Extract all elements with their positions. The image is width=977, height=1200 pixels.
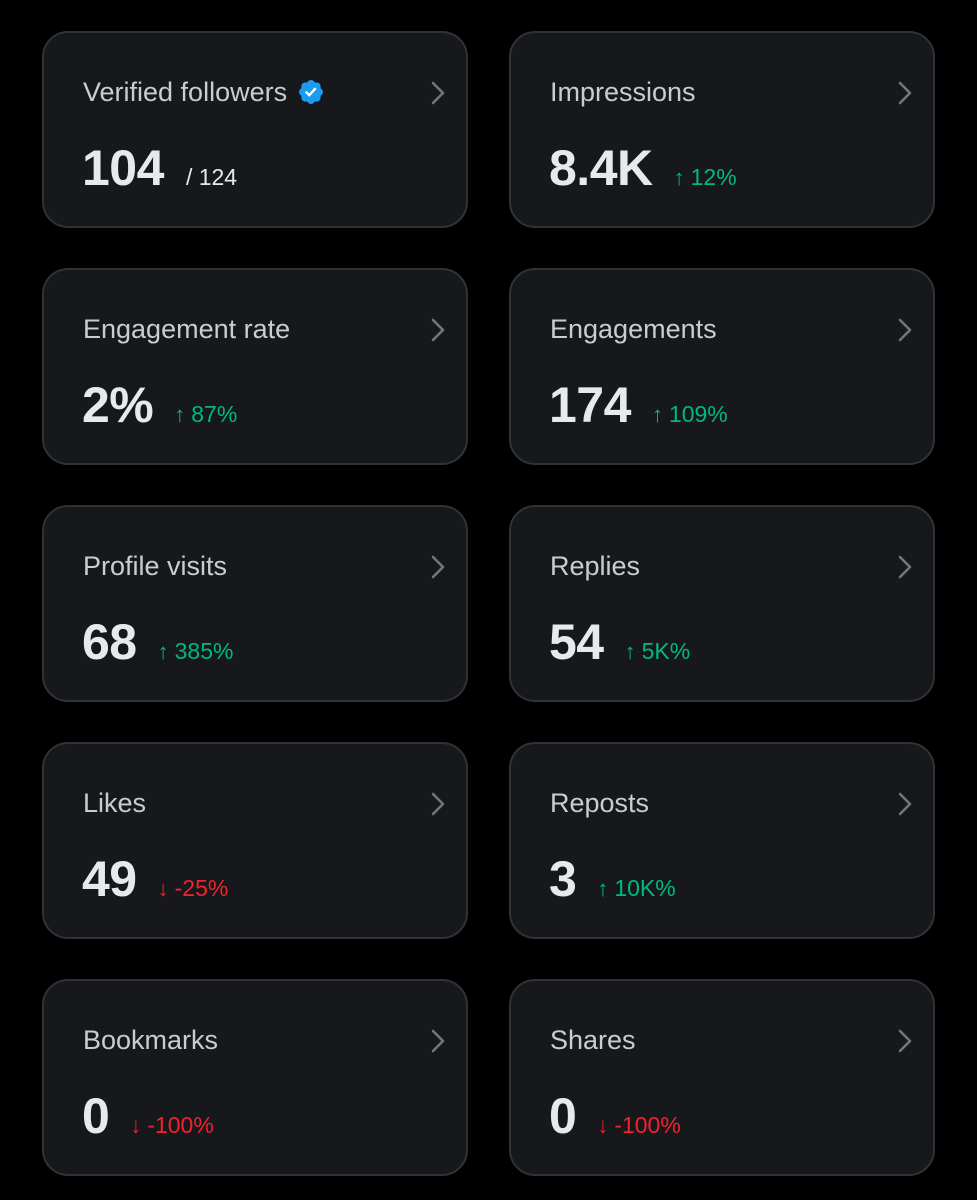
metric-change-value: 5K%: [641, 638, 691, 664]
arrow-down-icon: ↓: [597, 1113, 609, 1138]
metric-title: Profile visits: [83, 551, 228, 581]
metric-title: Engagement rate: [83, 314, 291, 344]
metric-value-row: 68 ↑ 385%: [82, 613, 233, 671]
metric-title: Engagements: [550, 314, 717, 344]
chevron-right-icon[interactable]: [895, 1027, 915, 1055]
metric-title: Likes: [83, 788, 147, 818]
metric-title-row: Likes: [83, 787, 146, 819]
metric-value-row: 174 ↑ 109%: [549, 376, 728, 434]
verified-badge-icon: [299, 80, 324, 104]
metric-value: 104: [82, 140, 164, 196]
metric-card-profile-visits[interactable]: Profile visits 68 ↑ 385%: [42, 505, 468, 702]
metric-change-value: -100%: [147, 1112, 214, 1138]
arrow-down-icon: ↓: [157, 876, 169, 901]
metric-value-row: 0 ↓ -100%: [549, 1087, 681, 1145]
metric-title: Reposts: [550, 788, 650, 818]
metric-card-bookmarks[interactable]: Bookmarks 0 ↓ -100%: [42, 979, 468, 1176]
chevron-right-icon[interactable]: [895, 316, 915, 344]
metric-title-row: Replies: [550, 550, 640, 582]
metric-title: Shares: [550, 1025, 636, 1055]
metric-card-likes[interactable]: Likes 49 ↓ -25%: [42, 742, 468, 939]
metric-card-shares[interactable]: Shares 0 ↓ -100%: [509, 979, 935, 1176]
metric-title-row: Reposts: [550, 787, 649, 819]
metric-change-value: 87%: [191, 401, 238, 427]
analytics-metrics-grid: Verified followers 104 / 124 Impressions…: [42, 31, 935, 1176]
metric-change-value: -25%: [174, 875, 229, 901]
metric-change-value: 385%: [174, 638, 234, 664]
metric-value: 54: [549, 614, 604, 670]
metric-title-row: Bookmarks: [83, 1024, 218, 1056]
metric-value-row: 49 ↓ -25%: [82, 850, 228, 908]
chevron-right-icon[interactable]: [895, 790, 915, 818]
metric-card-impressions[interactable]: Impressions 8.4K ↑ 12%: [509, 31, 935, 228]
metric-card-engagement-rate[interactable]: Engagement rate 2% ↑ 87%: [42, 268, 468, 465]
metric-title-row: Engagement rate: [83, 313, 290, 345]
metric-title: Verified followers: [83, 77, 288, 107]
metric-title: Bookmarks: [83, 1025, 219, 1055]
arrow-down-icon: ↓: [130, 1113, 142, 1138]
metric-value-row: 2% ↑ 87%: [82, 376, 237, 434]
metric-value: 2%: [82, 377, 154, 433]
arrow-up-icon: ↑: [673, 165, 685, 190]
metric-change: ↑ 5K%: [625, 638, 691, 665]
chevron-right-icon[interactable]: [428, 1027, 448, 1055]
metric-value: 68: [82, 614, 137, 670]
chevron-right-icon[interactable]: [428, 553, 448, 581]
metric-title-row: Engagements: [550, 313, 717, 345]
metric-card-verified-followers[interactable]: Verified followers 104 / 124: [42, 31, 468, 228]
arrow-up-icon: ↑: [624, 639, 636, 664]
metric-title: Replies: [550, 551, 641, 581]
arrow-up-icon: ↑: [157, 639, 169, 664]
metric-value-row: 8.4K ↑ 12%: [549, 139, 737, 197]
metric-change: ↓ -100%: [130, 1112, 213, 1139]
metric-denominator: / 124: [185, 164, 238, 190]
metric-title-row: Profile visits: [83, 550, 227, 582]
metric-value: 0: [549, 1088, 577, 1144]
metric-title: Impressions: [550, 77, 696, 107]
metric-change-value: 109%: [668, 401, 728, 427]
metric-value: 49: [82, 851, 137, 907]
metric-change: ↓ -100%: [597, 1112, 680, 1139]
metric-title-row: Impressions: [550, 76, 696, 108]
metric-change: ↓ -25%: [158, 875, 229, 902]
metric-value: 0: [82, 1088, 110, 1144]
metric-value: 3: [549, 851, 577, 907]
metric-value: 8.4K: [549, 140, 653, 196]
metric-value-row: 54 ↑ 5K%: [549, 613, 690, 671]
metric-value-row: 104 / 124: [82, 139, 237, 197]
metric-title-row: Shares: [550, 1024, 636, 1056]
arrow-up-icon: ↑: [174, 402, 186, 427]
arrow-up-icon: ↑: [597, 876, 609, 901]
metric-change-value: 12%: [690, 164, 737, 190]
metric-value: 174: [549, 377, 631, 433]
chevron-right-icon[interactable]: [895, 553, 915, 581]
metric-card-engagements[interactable]: Engagements 174 ↑ 109%: [509, 268, 935, 465]
metric-value-row: 3 ↑ 10K%: [549, 850, 676, 908]
metric-change: ↑ 87%: [174, 401, 237, 428]
metric-change-value: -100%: [614, 1112, 681, 1138]
chevron-right-icon[interactable]: [428, 790, 448, 818]
metric-change: ↑ 12%: [674, 164, 737, 191]
metric-change: ↑ 109%: [652, 401, 728, 428]
chevron-right-icon[interactable]: [895, 79, 915, 107]
chevron-right-icon[interactable]: [428, 316, 448, 344]
metric-card-replies[interactable]: Replies 54 ↑ 5K%: [509, 505, 935, 702]
metric-change-value: 10K%: [614, 875, 676, 901]
metric-title-row: Verified followers: [83, 76, 325, 108]
arrow-up-icon: ↑: [651, 402, 663, 427]
metric-change: ↑ 385%: [158, 638, 234, 665]
metric-change: ↑ 10K%: [597, 875, 675, 902]
metric-card-reposts[interactable]: Reposts 3 ↑ 10K%: [509, 742, 935, 939]
chevron-right-icon[interactable]: [428, 79, 448, 107]
metric-value-row: 0 ↓ -100%: [82, 1087, 214, 1145]
